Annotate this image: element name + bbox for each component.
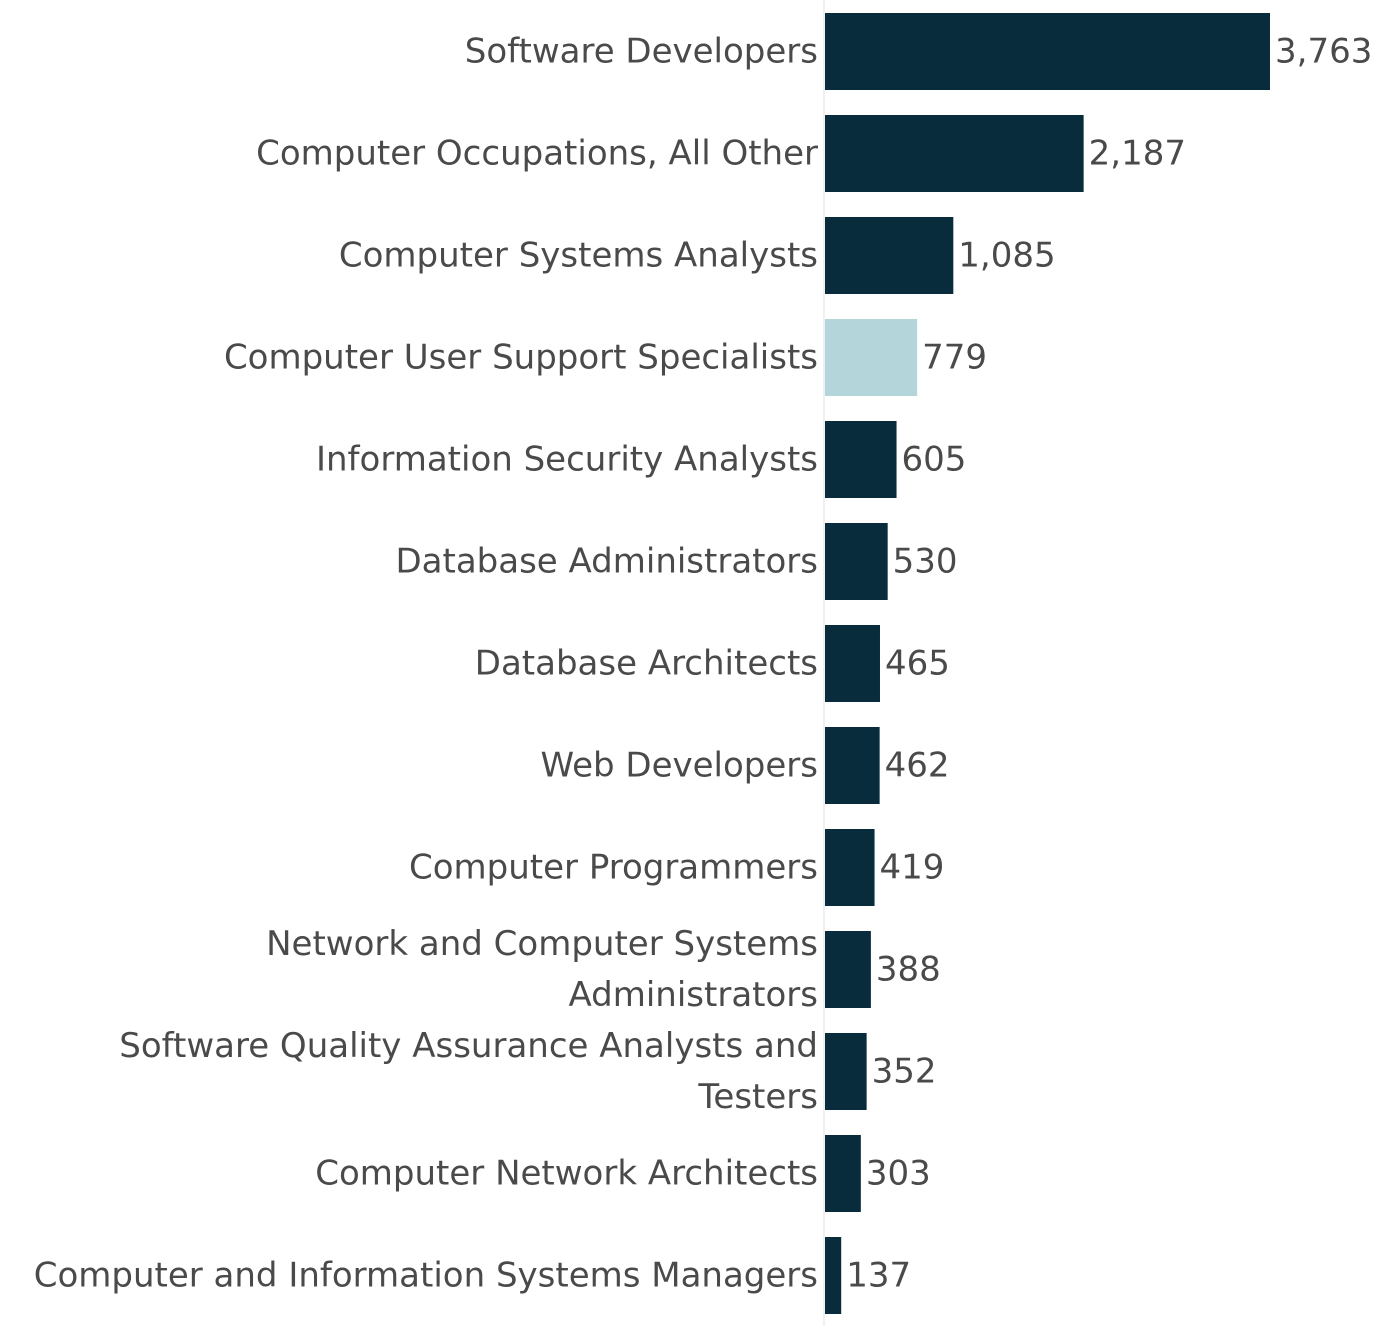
bar-10 [825,1033,867,1110]
category-label-10: Software Quality Assurance Analysts and T… [119,1026,818,1117]
bar-3 [825,319,918,396]
bar-7 [825,727,880,804]
category-label-1: Computer Occupations, All Other [256,134,818,174]
category-label-10-line-0: Software Quality Assurance Analysts and [119,1026,818,1066]
category-label-10-line-1: Testers [697,1077,818,1117]
value-label-10: 352 [872,1052,937,1092]
value-label-8: 419 [880,848,945,888]
bar-2 [825,217,954,294]
category-label-12: Computer and Information Systems Manager… [34,1256,818,1296]
bar-12 [825,1237,842,1314]
bar-11 [825,1135,861,1212]
category-label-6-line-0: Database Architects [475,644,818,684]
value-label-12: 137 [846,1256,911,1296]
category-label-11: Computer Network Architects [315,1154,818,1194]
value-label-0: 3,763 [1275,32,1372,72]
category-label-5-line-0: Database Administrators [395,542,818,582]
value-label-2: 1,085 [958,236,1055,276]
category-label-2-line-0: Computer Systems Analysts [339,236,818,276]
category-label-5: Database Administrators [395,542,818,582]
category-label-9-line-1: Administrators [569,975,819,1015]
category-label-8-line-0: Computer Programmers [409,848,818,888]
value-label-9: 388 [876,950,941,990]
value-label-3: 779 [922,338,987,378]
bar-0 [825,13,1270,90]
category-label-11-line-0: Computer Network Architects [315,1154,818,1194]
category-label-7: Web Developers [540,746,818,786]
bar-5 [825,523,888,600]
category-label-0-line-0: Software Developers [465,32,818,72]
bar-4 [825,421,897,498]
bar-9 [825,931,871,1008]
value-label-11: 303 [866,1154,931,1194]
bar-8 [825,829,875,906]
category-label-3-line-0: Computer User Support Specialists [224,338,818,378]
bar-1 [825,115,1084,192]
bar-6 [825,625,880,702]
value-label-1: 2,187 [1089,134,1186,174]
value-label-4: 605 [902,440,967,480]
category-label-3: Computer User Support Specialists [224,338,818,378]
category-label-9-line-0: Network and Computer Systems [266,924,818,964]
value-label-7: 462 [885,746,950,786]
category-label-6: Database Architects [475,644,818,684]
value-label-5: 530 [893,542,958,582]
category-label-12-line-0: Computer and Information Systems Manager… [34,1256,818,1296]
category-label-0: Software Developers [465,32,818,72]
category-label-4-line-0: Information Security Analysts [316,440,818,480]
category-label-4: Information Security Analysts [316,440,818,480]
category-label-9: Network and Computer Systems Administrato… [266,924,818,1015]
value-label-6: 465 [885,644,950,684]
category-label-2: Computer Systems Analysts [339,236,818,276]
category-label-1-line-0: Computer Occupations, All Other [256,134,818,174]
category-label-8: Computer Programmers [409,848,818,888]
category-label-7-line-0: Web Developers [540,746,818,786]
